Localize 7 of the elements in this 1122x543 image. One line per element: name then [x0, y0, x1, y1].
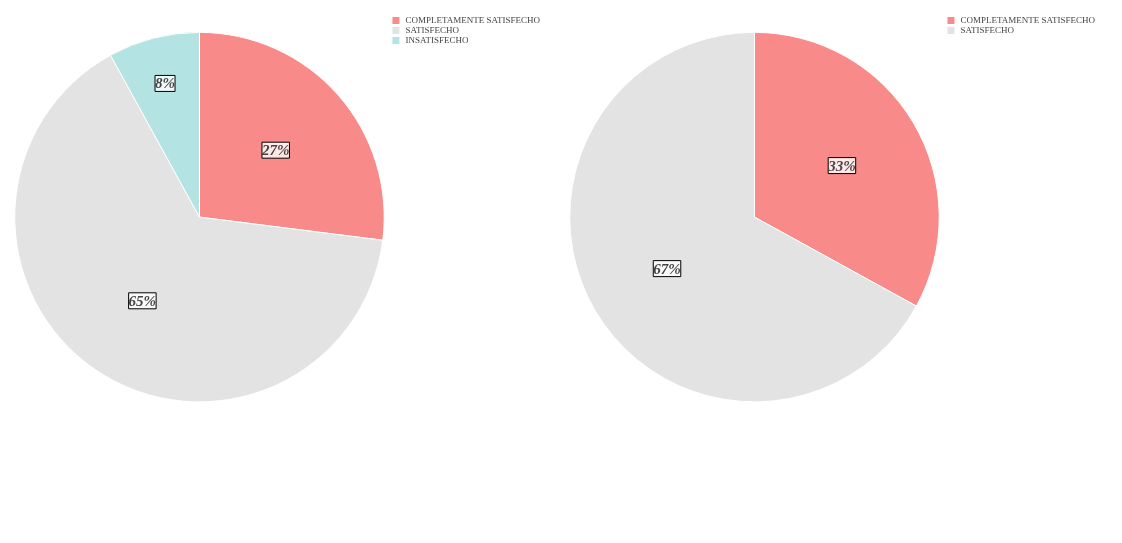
legend-label: COMPLETAMENTE SATISFECHO [405, 15, 540, 25]
legend-label: COMPLETAMENTE SATISFECHO [960, 15, 1095, 25]
legend-label: SATISFECHO [405, 25, 459, 35]
legend-label: INSATISFECHO [405, 35, 469, 45]
legend-label: SATISFECHO [960, 25, 1014, 35]
data-label: 65% [128, 292, 157, 309]
data-label: 67% [653, 260, 681, 277]
